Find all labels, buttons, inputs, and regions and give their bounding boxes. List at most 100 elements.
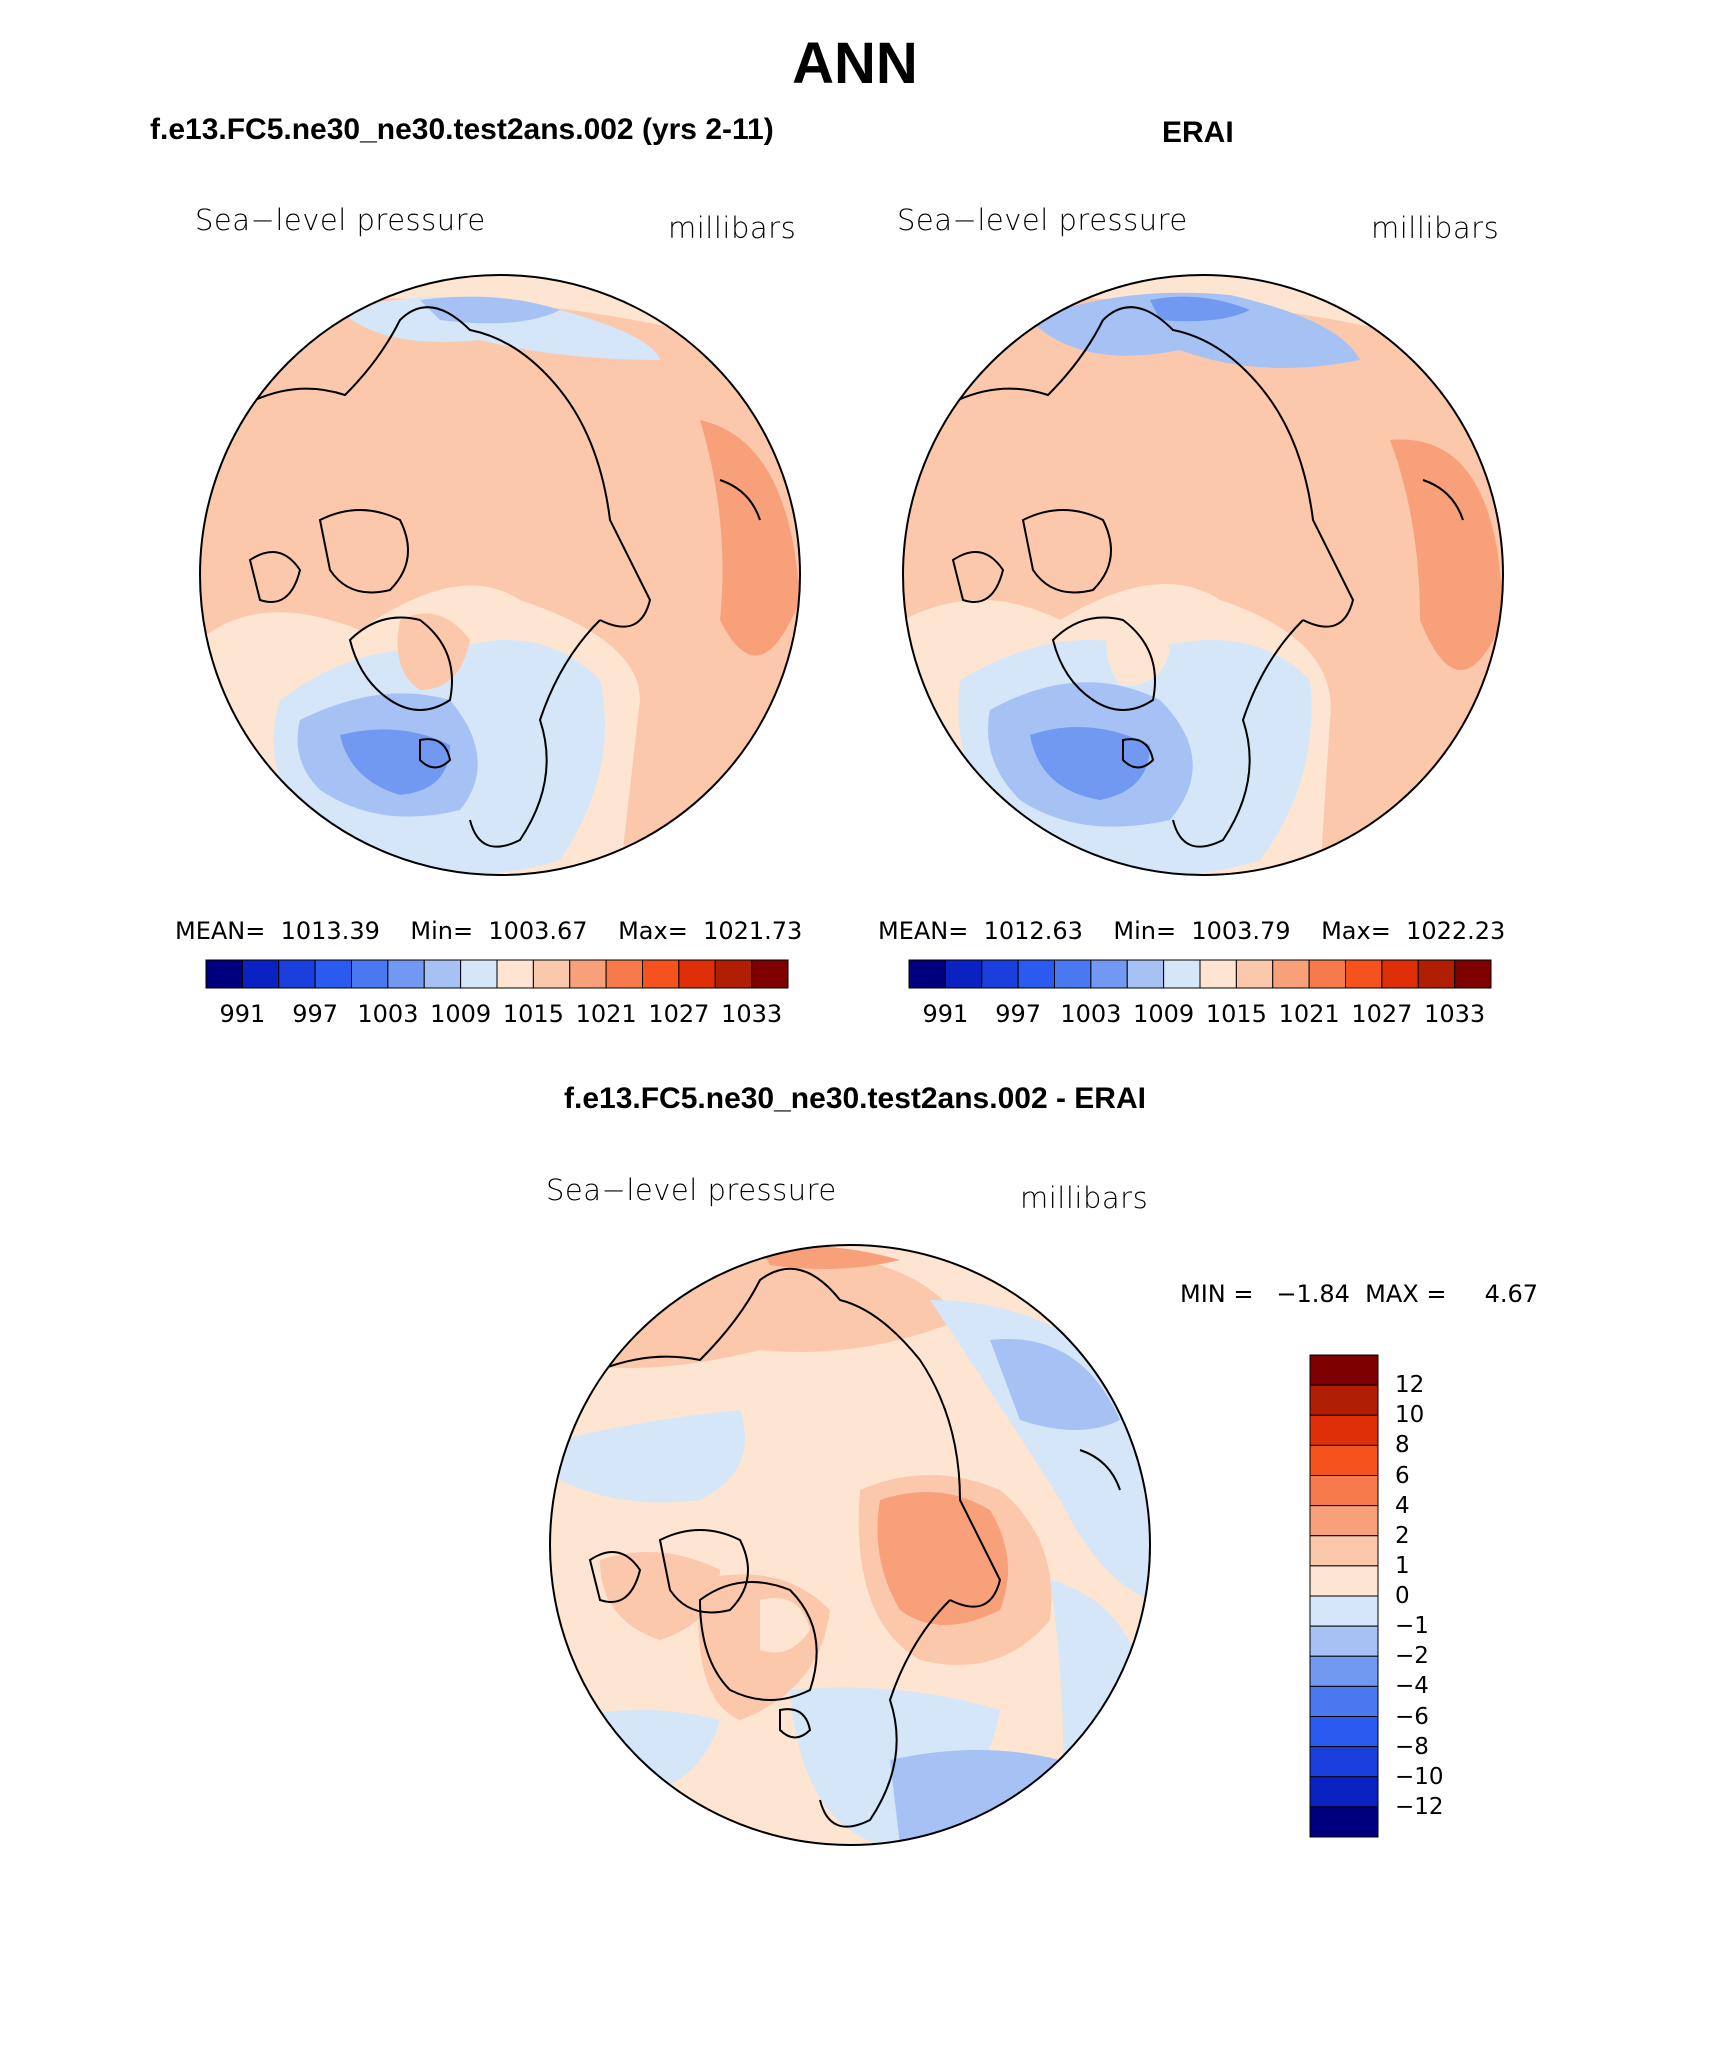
colorbar-swatch	[387, 959, 425, 989]
colorbar-tick-label: 1027	[1351, 1000, 1413, 1028]
diff-colorbar-labels: 12 10 8 6 4 2 1 0 −1 −2 −4 −6 −8 −10 −12	[1395, 1355, 1475, 1837]
colorbar-swatch	[1309, 1716, 1379, 1748]
colorbar-swatch	[1381, 959, 1419, 989]
model-units-label: millibars	[668, 211, 797, 245]
colorbar-tick-label: 991	[219, 1000, 266, 1028]
colorbar-tick-label: 1021	[1278, 1000, 1340, 1028]
colorbar-tick-label: −8	[1395, 1733, 1429, 1760]
colorbar-swatch	[908, 959, 946, 989]
colorbar-tick-label: −6	[1395, 1703, 1429, 1730]
colorbar-tick-label: 1033	[721, 1000, 783, 1028]
colorbar-swatch	[1090, 959, 1128, 989]
colorbar-tick-label: 1027	[648, 1000, 710, 1028]
obs-variable-label: Sea−level pressure	[897, 203, 1188, 237]
colorbar-tick-label: 997	[995, 1000, 1042, 1028]
colorbar-swatch	[1163, 959, 1201, 989]
colorbar-swatch	[1309, 1444, 1379, 1476]
colorbar-tick-label: 1021	[575, 1000, 637, 1028]
figure-title: ANN	[792, 31, 918, 96]
obs-stats: MEAN= 1012.63 Min= 1003.79 Max= 1022.23	[878, 917, 1506, 945]
colorbar-swatch	[1309, 1746, 1379, 1778]
colorbar-swatch	[1454, 959, 1492, 989]
colorbar-tick-label: 2	[1395, 1522, 1410, 1549]
colorbar-tick-label: −1	[1395, 1613, 1429, 1640]
colorbar-tick-label: 1009	[430, 1000, 492, 1028]
colorbar-swatch	[1309, 1655, 1379, 1687]
colorbar-tick-label: 10	[1395, 1402, 1425, 1429]
colorbar-tick-label: 997	[292, 1000, 339, 1028]
colorbar-tick-label: −4	[1395, 1673, 1429, 1700]
colorbar-swatch	[1309, 1475, 1379, 1507]
colorbar-swatch	[496, 959, 534, 989]
colorbar-swatch	[314, 959, 352, 989]
model-case-title: f.e13.FC5.ne30_ne30.test2ans.002 (yrs 2-…	[150, 113, 774, 146]
obs-colorbar	[908, 959, 1492, 989]
colorbar-swatch	[1054, 959, 1092, 989]
colorbar-swatch	[751, 959, 789, 989]
model-colorbar	[205, 959, 789, 989]
colorbar-swatch	[351, 959, 389, 989]
colorbar-swatch	[1309, 1685, 1379, 1717]
model-variable-label: Sea−level pressure	[195, 203, 486, 237]
colorbar-swatch	[205, 959, 243, 989]
colorbar-tick-label: −12	[1395, 1793, 1444, 1820]
model-stats: MEAN= 1013.39 Min= 1003.67 Max= 1021.73	[175, 917, 803, 945]
colorbar-tick-label: 1003	[1060, 1000, 1122, 1028]
colorbar-tick-label: 6	[1395, 1462, 1410, 1489]
colorbar-tick-label: 1015	[1205, 1000, 1267, 1028]
colorbar-tick-label: 991	[922, 1000, 969, 1028]
colorbar-tick-label: 1033	[1424, 1000, 1486, 1028]
diff-variable-label: Sea−level pressure	[546, 1173, 837, 1207]
colorbar-tick-label: 12	[1395, 1372, 1425, 1399]
colorbar-swatch	[1309, 1806, 1379, 1838]
colorbar-swatch	[642, 959, 680, 989]
colorbar-swatch	[1309, 1414, 1379, 1446]
colorbar-swatch	[605, 959, 643, 989]
diff-case-title: f.e13.FC5.ne30_ne30.test2ans.002 - ERAI	[564, 1082, 1146, 1115]
colorbar-swatch	[1235, 959, 1274, 989]
colorbar-swatch	[460, 959, 498, 989]
colorbar-swatch	[532, 959, 571, 989]
colorbar-swatch	[1272, 959, 1310, 989]
colorbar-swatch	[1126, 959, 1165, 989]
colorbar-tick-label: 1009	[1133, 1000, 1195, 1028]
diff-colorbar	[1309, 1354, 1379, 1838]
colorbar-swatch	[1309, 1625, 1379, 1657]
obs-colorbar-labels: 991 997 1003 1009 1015 1021 1027 1033	[909, 1000, 1491, 1030]
colorbar-swatch	[1308, 959, 1346, 989]
colorbar-tick-label: 1003	[357, 1000, 419, 1028]
colorbar-swatch	[944, 959, 983, 989]
colorbar-tick-label: 4	[1395, 1492, 1410, 1519]
colorbar-swatch	[1309, 1354, 1379, 1386]
colorbar-tick-label: −2	[1395, 1643, 1429, 1670]
colorbar-swatch	[678, 959, 716, 989]
colorbar-swatch	[1309, 1505, 1379, 1537]
colorbar-swatch	[1309, 1565, 1379, 1597]
colorbar-swatch	[1417, 959, 1456, 989]
diff-units-label: millibars	[1020, 1181, 1149, 1215]
colorbar-swatch	[714, 959, 753, 989]
obs-units-label: millibars	[1371, 211, 1500, 245]
colorbar-swatch	[241, 959, 280, 989]
colorbar-swatch	[569, 959, 607, 989]
colorbar-tick-label: −10	[1395, 1763, 1444, 1790]
colorbar-tick-label: 8	[1395, 1432, 1410, 1459]
colorbar-swatch	[1309, 1776, 1379, 1808]
colorbar-swatch	[1309, 1595, 1379, 1627]
colorbar-tick-label: 1015	[502, 1000, 564, 1028]
colorbar-swatch	[423, 959, 462, 989]
colorbar-swatch	[278, 959, 316, 989]
colorbar-swatch	[1199, 959, 1237, 989]
colorbar-swatch	[981, 959, 1019, 989]
colorbar-swatch	[1017, 959, 1055, 989]
colorbar-tick-label: 1	[1395, 1552, 1410, 1579]
colorbar-swatch	[1345, 959, 1383, 989]
colorbar-swatch	[1309, 1535, 1379, 1567]
model-colorbar-labels: 991 997 1003 1009 1015 1021 1027 1033	[206, 1000, 788, 1030]
obs-case-title: ERAI	[1162, 116, 1234, 149]
diff-minmax: MIN = −1.84 MAX = 4.67	[1180, 1280, 1539, 1308]
colorbar-swatch	[1309, 1384, 1379, 1416]
